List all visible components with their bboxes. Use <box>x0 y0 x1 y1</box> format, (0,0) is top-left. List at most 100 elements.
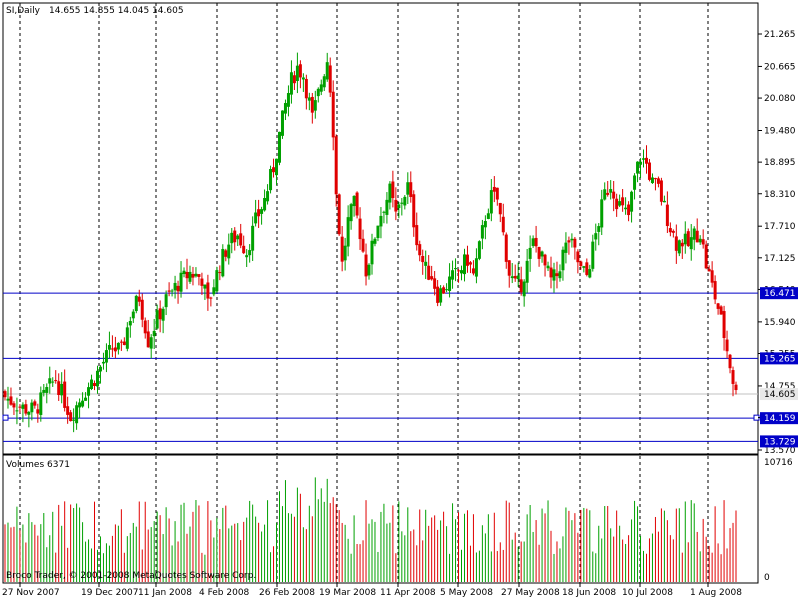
candle-body-bull <box>152 330 156 337</box>
candle-body-bear <box>355 192 359 216</box>
candle-body-bear <box>63 381 67 408</box>
candle-body-bull <box>594 233 598 240</box>
candle-body-bull <box>624 207 628 210</box>
candle-body-bear <box>680 242 684 247</box>
candle-body-bear <box>555 273 559 277</box>
candle-body-bear <box>328 65 332 93</box>
candle-body-bull <box>215 270 219 292</box>
candle-body-bull <box>248 250 252 256</box>
candle-body-bear <box>304 78 308 99</box>
candle-body-bull <box>462 254 466 275</box>
level-label-box <box>760 287 798 300</box>
candle-body-bear <box>310 96 314 113</box>
candle-body-bear <box>3 391 7 398</box>
candle-body-bear <box>436 286 440 303</box>
candle-body-bull <box>618 201 622 206</box>
candle-body-bull <box>677 240 681 254</box>
candle-body-bull <box>516 275 520 280</box>
candle-body-bull <box>149 337 153 349</box>
candle-body-bull <box>194 273 198 277</box>
candle-body-bull <box>319 84 323 92</box>
candle-body-bear <box>412 194 416 228</box>
candle-body-bull <box>552 269 556 281</box>
y-tick-label: 15.940 <box>764 318 796 328</box>
horizontal-level-lines[interactable] <box>2 292 760 442</box>
candle-body-bull <box>48 378 52 384</box>
candle-body-bull <box>683 233 687 245</box>
candle-body-bull <box>460 270 464 274</box>
x-tick-label: 19 Mar 2008 <box>319 588 376 598</box>
candle-body-bull <box>188 271 192 282</box>
candle-body-bull <box>558 271 562 279</box>
candle-body-bear <box>36 409 40 414</box>
candle-body-bull <box>301 77 305 80</box>
y-tick-label: 13.570 <box>764 446 796 456</box>
candle-body-bear <box>415 225 419 246</box>
candle-body-bear <box>722 311 726 339</box>
candle-body-bull <box>689 237 693 250</box>
candle-body-bear <box>519 279 523 293</box>
candle-body-bear <box>409 182 413 198</box>
candle-body-bull <box>367 264 371 276</box>
candle-body-bear <box>197 274 201 277</box>
candle-body-bear <box>621 197 625 206</box>
candle-body-bull <box>179 272 183 292</box>
candle-body-bear <box>358 218 362 240</box>
x-tick-label: 11 Apr 2008 <box>380 588 436 598</box>
candle-body-bear <box>534 237 538 247</box>
candle-body-bull <box>406 182 410 195</box>
x-tick-label: 19 Dec 2007 <box>81 588 139 598</box>
y-tick-label: 18.895 <box>764 158 796 168</box>
candle-body-bull <box>486 213 490 219</box>
candle-body-bear <box>257 209 261 217</box>
candle-body-bear <box>340 236 344 262</box>
candle-body-bear <box>719 306 723 315</box>
candle-body-bull <box>27 411 31 415</box>
candle-body-bear <box>242 245 246 254</box>
candle-body-bear <box>668 228 672 233</box>
candle-body-bull <box>51 381 55 383</box>
candle-body-bull <box>275 158 279 176</box>
candle-body-bear <box>57 381 61 395</box>
candle-body-bull <box>170 290 174 292</box>
candle-body-bear <box>176 285 180 292</box>
candle-body-bull <box>251 225 255 251</box>
candle-body-bear <box>298 64 302 78</box>
candle-body-bear <box>337 194 341 235</box>
candle-body-bull <box>403 196 407 206</box>
candle-body-bull <box>316 88 320 97</box>
candle-body-bull <box>161 308 165 321</box>
candle-body-bull <box>525 260 529 283</box>
candle-body-bull <box>212 287 216 295</box>
candle-body-bear <box>421 255 425 263</box>
candle-body-bear <box>710 270 714 283</box>
candle-body-bull <box>454 268 458 270</box>
candle-body-bull <box>164 294 168 308</box>
candle-body-bull <box>588 269 592 278</box>
candle-body-bull <box>609 189 613 193</box>
candle-body-bull <box>39 392 43 415</box>
candle-body-bull <box>483 221 487 228</box>
candle-body-bull <box>134 295 138 312</box>
candle-body-bull <box>439 288 443 303</box>
candle-body-bear <box>9 396 13 405</box>
candle-body-bull <box>489 190 493 214</box>
y-tick-label: 18.310 <box>764 190 796 200</box>
candle-body-bull <box>698 238 702 243</box>
level-label-text: 13.729 <box>764 437 796 447</box>
candle-body-bear <box>498 202 502 215</box>
candle-body-bull <box>540 251 544 257</box>
candle-body-bull <box>343 245 347 261</box>
candle-body-bull <box>692 228 696 240</box>
candle-body-bear <box>224 250 228 257</box>
y-tick-label: 17.710 <box>764 222 796 232</box>
candle-body-bull <box>6 398 10 401</box>
candle-body-bear <box>716 303 720 309</box>
candle-body-bull <box>561 249 565 271</box>
y-tick-label: 17.125 <box>764 254 796 264</box>
candle-body-bear <box>647 162 651 180</box>
candle-body-bull <box>313 100 317 111</box>
candle-body-bear <box>66 406 70 415</box>
